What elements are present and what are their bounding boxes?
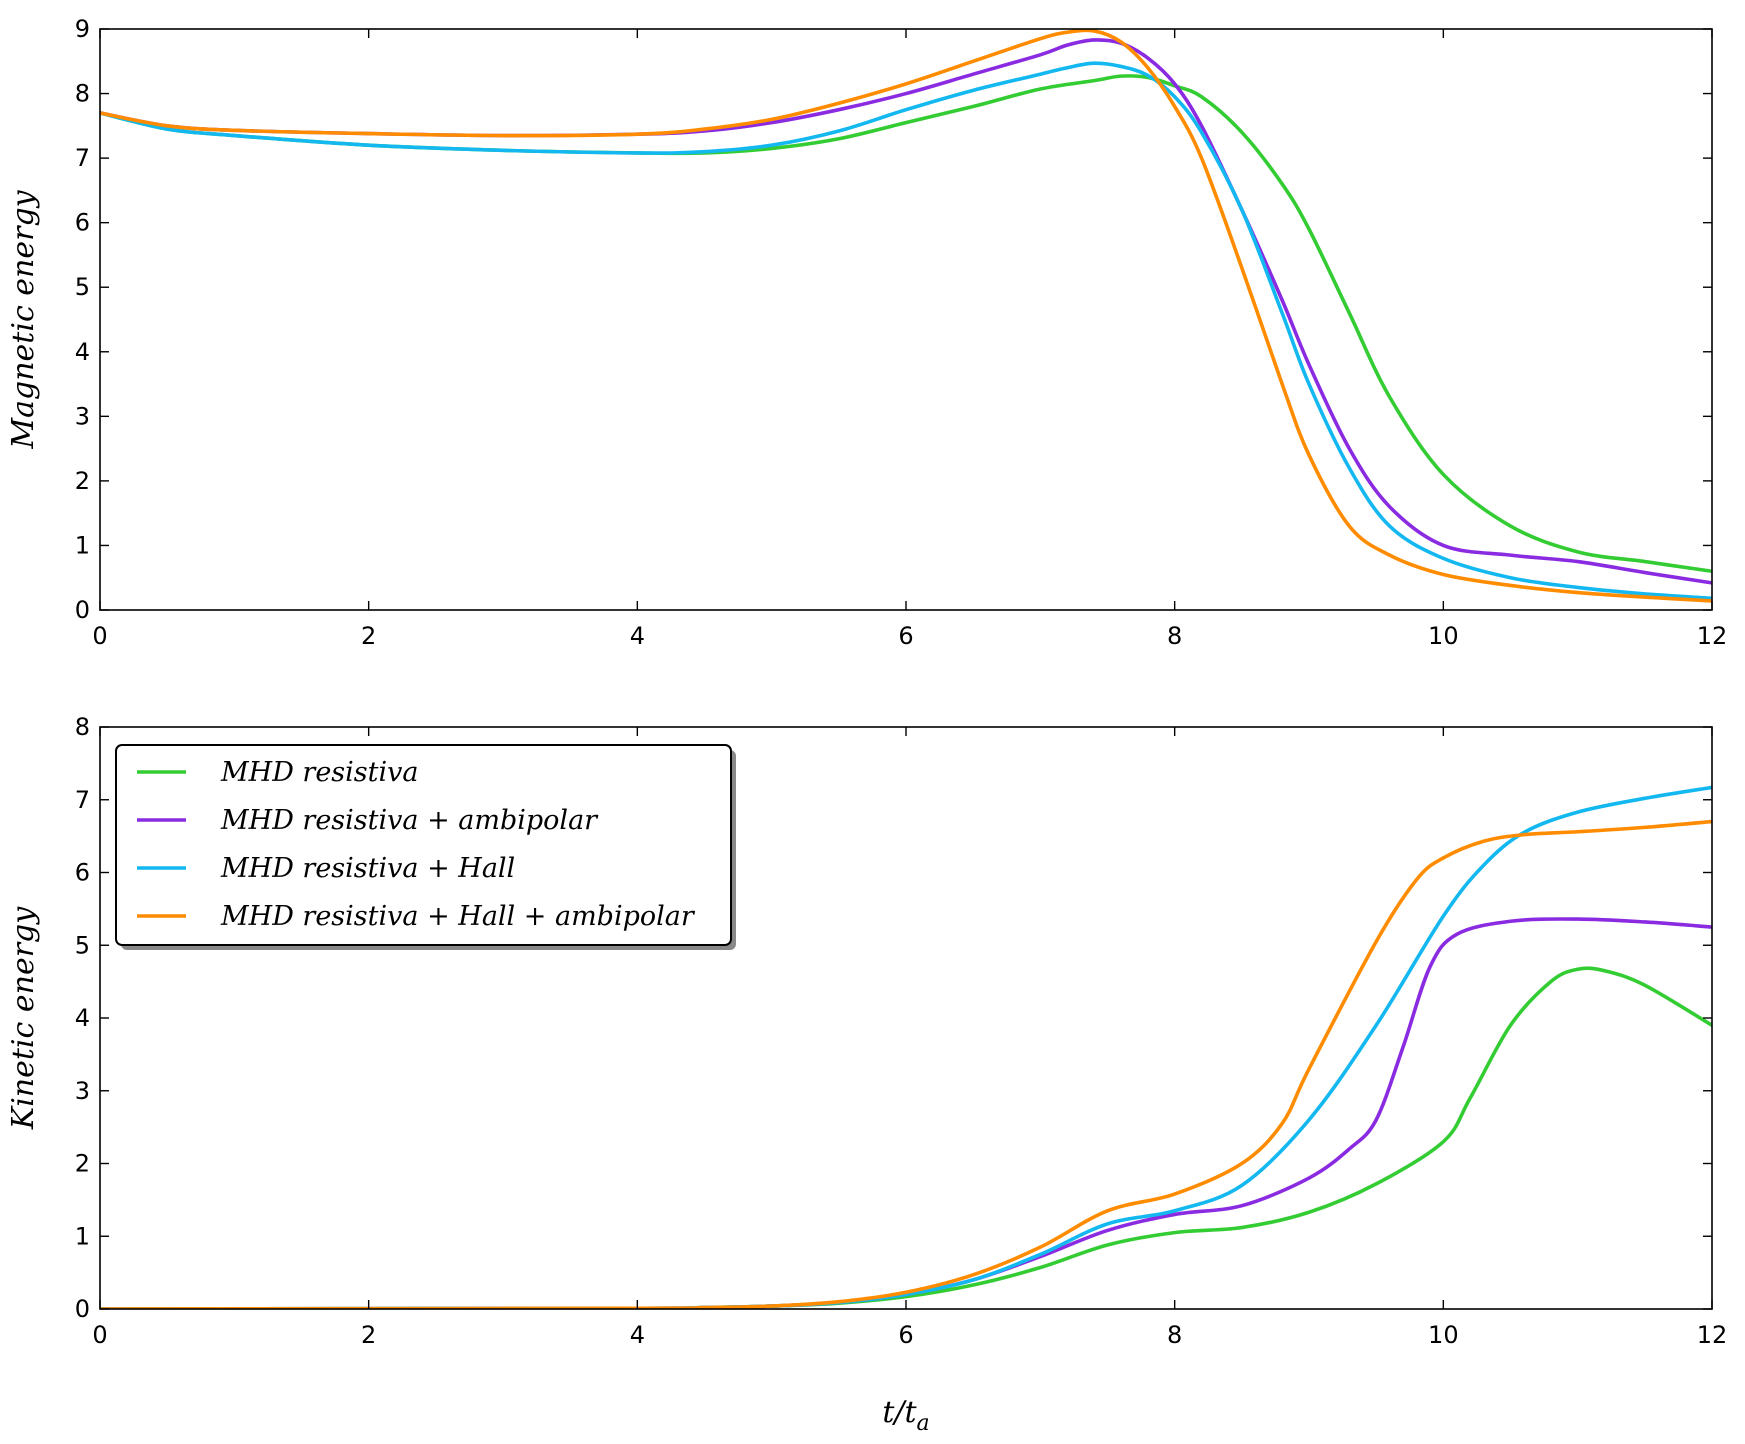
y-tick-label: 7 (75, 144, 90, 172)
x-tick-label: 4 (630, 1321, 645, 1349)
legend-label: MHD resistiva + Hall (220, 853, 515, 884)
y-tick-label: 6 (75, 209, 90, 237)
x-tick-label: 0 (92, 1321, 107, 1349)
x-tick-label: 10 (1428, 1321, 1459, 1349)
series-line-3 (100, 61, 1712, 601)
y-tick-label: 4 (75, 1004, 90, 1032)
x-tick-label: 8 (1167, 1321, 1182, 1349)
y-tick-label: 2 (75, 467, 90, 495)
x-tick-label: 6 (898, 622, 913, 650)
series-line-4 (100, 29, 1712, 603)
y-tick-label: 4 (75, 338, 90, 366)
x-tick-label: 10 (1428, 622, 1459, 650)
y-tick-label: 5 (75, 931, 90, 959)
x-tick-label: 4 (630, 622, 645, 650)
y-tick-label: 7 (75, 786, 90, 814)
y-tick-label: 9 (75, 15, 90, 43)
legend-label: MHD resistiva (220, 757, 419, 788)
series-group (100, 785, 1712, 1309)
legend-label: MHD resistiva + Hall + ambipolar (220, 901, 696, 932)
x-tick-label: 2 (361, 1321, 376, 1349)
x-tick-label: 8 (1167, 622, 1182, 650)
y-axis-title: Magnetic energy (6, 189, 41, 449)
y-tick-label: 8 (75, 713, 90, 741)
y-tick-label: 5 (75, 273, 90, 301)
series-line-1 (100, 74, 1712, 574)
y-tick-label: 2 (75, 1150, 90, 1178)
x-tick-label: 12 (1697, 622, 1728, 650)
y-tick-label: 1 (75, 531, 90, 559)
x-tick-label: 0 (92, 622, 107, 650)
y-tick-label: 3 (75, 1077, 90, 1105)
y-axis-title: Kinetic energy (6, 906, 41, 1130)
y-tick-label: 6 (75, 859, 90, 887)
series-line-4 (100, 819, 1712, 1309)
y-tick-label: 3 (75, 402, 90, 430)
legend-box (115, 744, 732, 946)
y-tick-label: 1 (75, 1222, 90, 1250)
x-tick-label: 12 (1697, 1321, 1728, 1349)
y-tick-label: 0 (75, 596, 90, 624)
series-line-2 (100, 917, 1712, 1309)
y-tick-label: 0 (75, 1295, 90, 1323)
x-axis-title: t/ta (882, 1395, 929, 1436)
y-tick-label: 8 (75, 80, 90, 108)
series-line-1 (100, 966, 1712, 1309)
x-tick-label: 6 (898, 1321, 913, 1349)
legend: MHD resistiva MHD resistiva + ambipolar MH… (115, 744, 736, 950)
series-group (100, 29, 1712, 603)
x-tick-label: 2 (361, 622, 376, 650)
plot-frame (99, 28, 1713, 611)
legend-label: MHD resistiva + ambipolar (220, 805, 599, 836)
